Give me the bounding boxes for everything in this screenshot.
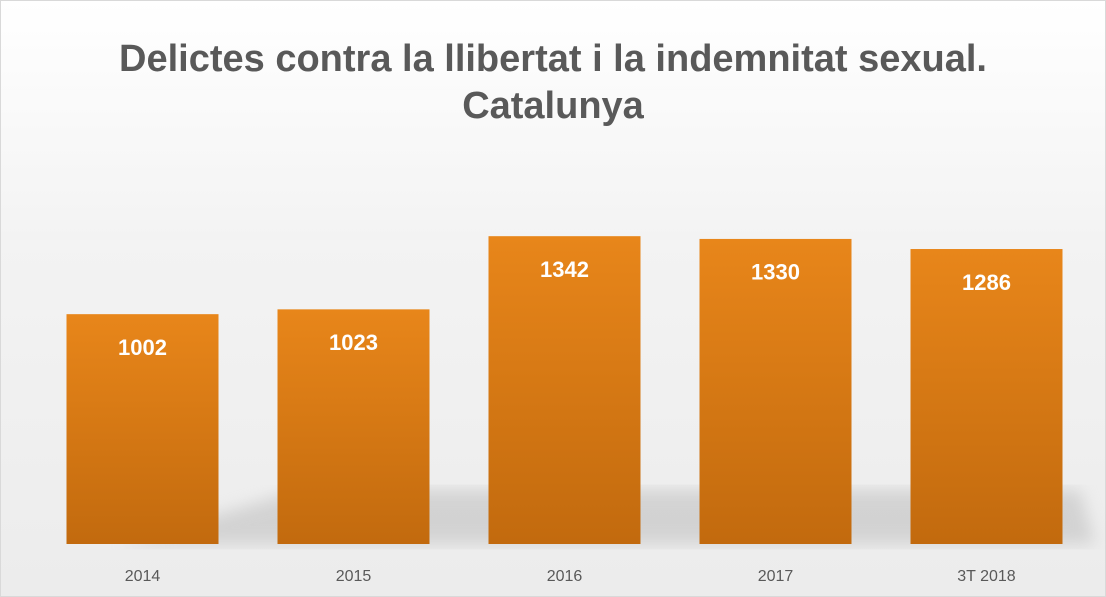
x-tick-label: 2014 [125,568,161,585]
bar [488,236,641,544]
chart-title: Delictes contra la llibertat i la indemn… [119,38,987,127]
bar [277,309,430,544]
x-tick-label: 2015 [336,568,372,585]
bar [699,238,852,544]
x-tick-label: 3T 2018 [957,568,1016,585]
x-tick-label: 2017 [758,568,794,585]
data-label: 1002 [118,335,167,360]
data-label: 1342 [540,257,589,282]
bar [66,314,219,544]
x-tick-label: 2016 [547,568,583,585]
data-label: 1023 [329,330,378,355]
data-label: 1330 [751,260,800,285]
data-label: 1286 [962,270,1011,295]
bar [910,249,1063,544]
